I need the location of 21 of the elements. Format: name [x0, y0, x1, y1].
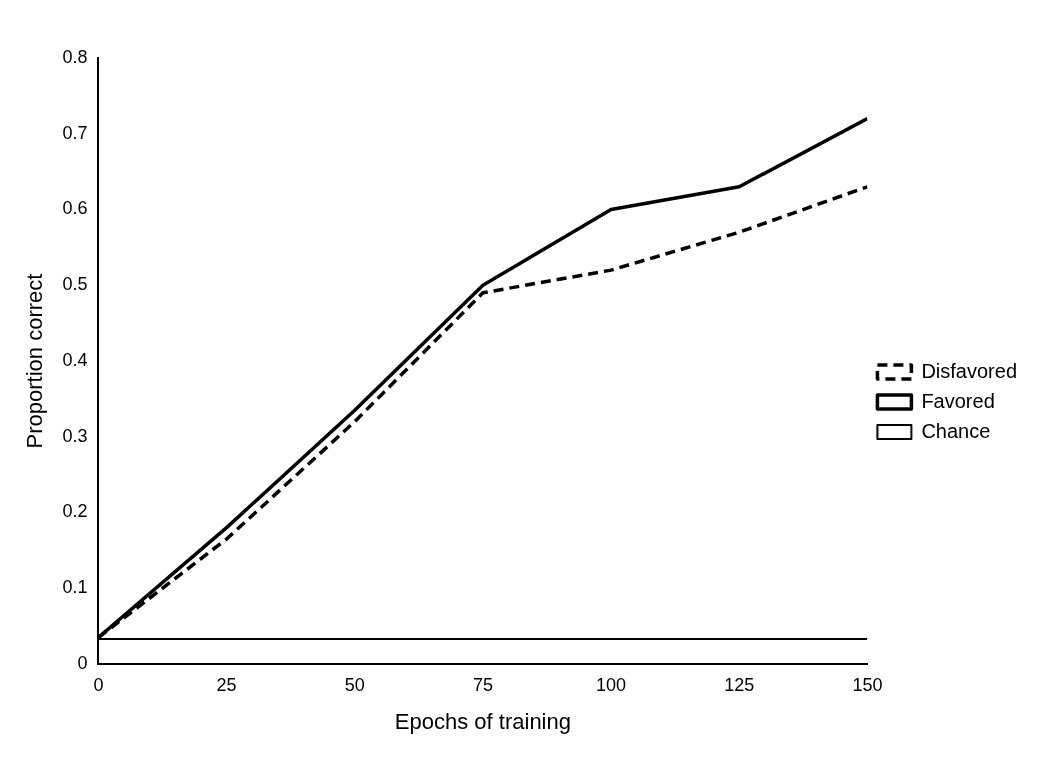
y-tick-label: 0.1	[62, 577, 88, 598]
y-tick-label: 0.8	[62, 46, 88, 67]
x-tick-label: 25	[216, 674, 237, 695]
x-tick-label: 75	[472, 674, 493, 695]
y-tick-label: 0.3	[62, 425, 88, 446]
x-tick-label: 0	[93, 674, 104, 695]
y-axis-title: Proportion correct	[22, 273, 48, 449]
legend-label: Favored	[921, 389, 995, 412]
y-tick-label: 0.5	[62, 274, 88, 295]
y-tick-label: 0	[77, 652, 88, 673]
x-tick-label: 100	[596, 674, 627, 695]
y-tick-label: 0.6	[62, 198, 88, 219]
x-axis-title: Epochs of training	[394, 708, 571, 734]
x-tick-label: 50	[344, 674, 365, 695]
x-tick-label: 150	[852, 674, 883, 695]
y-tick-label: 0.4	[62, 349, 88, 370]
y-tick-label: 0.2	[62, 501, 88, 522]
y-tick-label: 0.7	[62, 122, 88, 143]
legend-label: Disfavored	[921, 359, 1018, 382]
legend-label: Chance	[921, 419, 991, 442]
x-tick-label: 125	[724, 674, 755, 695]
